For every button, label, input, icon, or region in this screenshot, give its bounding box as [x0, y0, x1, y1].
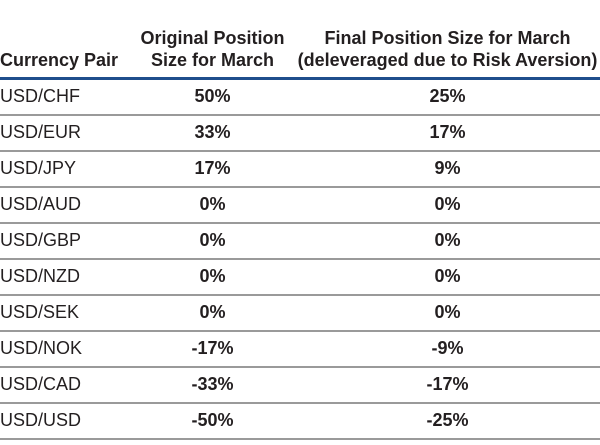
table-row: USD/NZD 0% 0%	[0, 258, 600, 296]
table-row: USD/CHF 50% 25%	[0, 78, 600, 116]
cell-currency-pair: USD/USD	[0, 402, 130, 440]
cell-final-size: -25%	[295, 402, 600, 440]
cell-original-size: -50%	[130, 402, 295, 440]
header-original-position: Original Position Size for March	[130, 0, 295, 80]
table-row: USD/USD -50% -25%	[0, 402, 600, 440]
cell-currency-pair: USD/CAD	[0, 366, 130, 404]
cell-original-size: 0%	[130, 186, 295, 224]
cell-original-size: -17%	[130, 330, 295, 368]
cell-final-size: -17%	[295, 366, 600, 404]
cell-final-size: 0%	[295, 186, 600, 224]
table-row: USD/EUR 33% 17%	[0, 114, 600, 152]
cell-final-size: 17%	[295, 114, 600, 152]
table-row: USD/JPY 17% 9%	[0, 150, 600, 188]
cell-final-size: -9%	[295, 330, 600, 368]
cell-currency-pair: USD/EUR	[0, 114, 130, 152]
table-row: USD/AUD 0% 0%	[0, 186, 600, 224]
cell-original-size: 0%	[130, 258, 295, 296]
cell-currency-pair: USD/NOK	[0, 330, 130, 368]
cell-currency-pair: USD/GBP	[0, 222, 130, 260]
table-row: USD/CAD -33% -17%	[0, 366, 600, 404]
header-final-position: Final Position Size for March (deleverag…	[295, 0, 600, 80]
table-body: USD/CHF 50% 25% USD/EUR 33% 17% USD/JPY 17% 9% US…	[0, 78, 600, 440]
cell-currency-pair: USD/CHF	[0, 78, 130, 116]
cell-currency-pair: USD/AUD	[0, 186, 130, 224]
header-row: Currency Pair Original Position Size for…	[0, 0, 600, 80]
cell-final-size: 0%	[295, 294, 600, 332]
cell-original-size: 50%	[130, 78, 295, 116]
table-row: USD/GBP 0% 0%	[0, 222, 600, 260]
cell-original-size: 0%	[130, 222, 295, 260]
cell-currency-pair: USD/JPY	[0, 150, 130, 188]
table-row: USD/NOK -17% -9%	[0, 330, 600, 368]
cell-final-size: 0%	[295, 258, 600, 296]
header-currency-pair: Currency Pair	[0, 0, 130, 80]
table-row: USD/SEK 0% 0%	[0, 294, 600, 332]
cell-original-size: -33%	[130, 366, 295, 404]
cell-final-size: 25%	[295, 78, 600, 116]
cell-currency-pair: USD/NZD	[0, 258, 130, 296]
cell-final-size: 9%	[295, 150, 600, 188]
cell-original-size: 33%	[130, 114, 295, 152]
cell-original-size: 17%	[130, 150, 295, 188]
cell-currency-pair: USD/SEK	[0, 294, 130, 332]
cell-original-size: 0%	[130, 294, 295, 332]
cell-final-size: 0%	[295, 222, 600, 260]
